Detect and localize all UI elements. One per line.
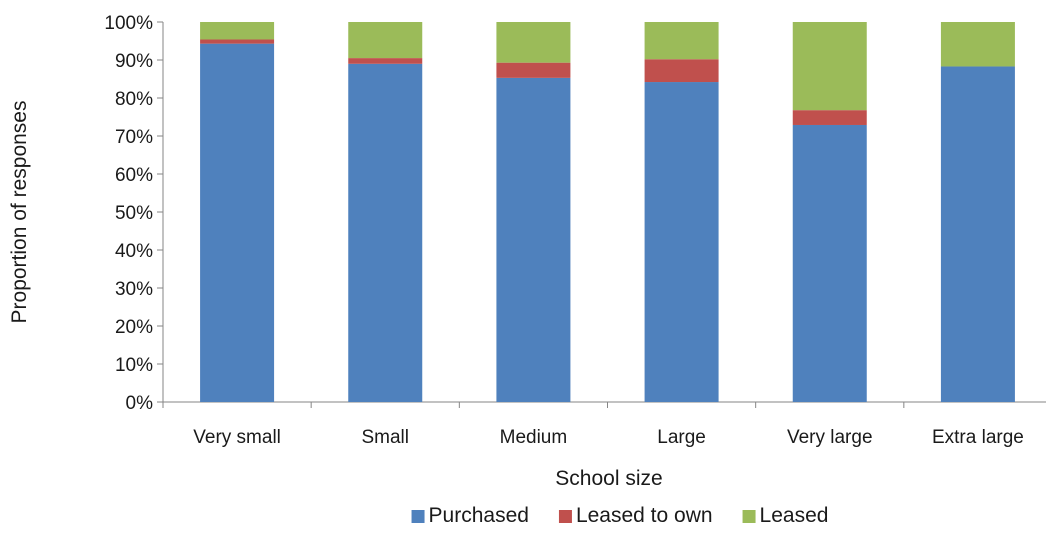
legend-swatch bbox=[411, 510, 425, 523]
bar-purchased bbox=[348, 63, 423, 403]
y-tick-label: 100% bbox=[104, 13, 153, 34]
bar-leased bbox=[496, 22, 571, 63]
legend-swatch bbox=[742, 510, 756, 523]
bar-leased bbox=[792, 22, 867, 111]
bar-purchased bbox=[644, 82, 719, 402]
bar-leased-to-own bbox=[644, 59, 719, 83]
bar-leased bbox=[200, 22, 275, 40]
bar-leased bbox=[348, 22, 423, 59]
legend-item: Leased bbox=[742, 504, 829, 527]
bar-purchased bbox=[200, 43, 275, 402]
bar-leased-to-own bbox=[348, 58, 423, 64]
legend-label: Leased to own bbox=[576, 504, 713, 527]
legend-label: Purchased bbox=[429, 504, 529, 527]
y-tick-label: 90% bbox=[115, 51, 153, 72]
x-tick-label: Very small bbox=[193, 427, 281, 448]
y-tick-label: 40% bbox=[115, 241, 153, 262]
legend-item: Purchased bbox=[411, 504, 529, 527]
y-axis: 0% 10% 20% 30% 40% 50% 60% 70% 80% 90% 100% bbox=[104, 13, 164, 414]
y-axis-title: Proportion of responses bbox=[8, 101, 31, 324]
bar-leased-to-own bbox=[496, 62, 571, 78]
x-tick-label: Small bbox=[361, 427, 409, 448]
y-tick-label: 0% bbox=[126, 393, 154, 414]
bar-leased-to-own bbox=[792, 110, 867, 125]
bar-leased bbox=[644, 22, 719, 60]
x-tick-label: Very large bbox=[787, 427, 873, 448]
bar-purchased bbox=[792, 124, 867, 402]
y-tick-label: 80% bbox=[115, 89, 153, 110]
legend-label: Leased bbox=[760, 504, 829, 527]
y-tick-label: 60% bbox=[115, 165, 153, 186]
bar-purchased bbox=[940, 66, 1015, 403]
x-axis: Very small Small Medium Large Very large Extr… bbox=[162, 401, 1046, 448]
legend: Purchased Leased to own Leased bbox=[411, 504, 829, 527]
bars bbox=[200, 22, 1015, 403]
x-tick-label: Medium bbox=[500, 427, 568, 448]
y-tick-label: 10% bbox=[115, 355, 153, 376]
bar-leased bbox=[940, 22, 1015, 67]
x-axis-title: School size bbox=[555, 467, 662, 490]
y-tick-label: 70% bbox=[115, 127, 153, 148]
x-tick-label: Large bbox=[657, 427, 706, 448]
y-tick-label: 50% bbox=[115, 203, 153, 224]
legend-item: Leased to own bbox=[558, 504, 713, 527]
x-tick-label: Extra large bbox=[932, 427, 1024, 448]
y-tick-label: 30% bbox=[115, 279, 153, 300]
bar-purchased bbox=[496, 77, 571, 403]
bar-leased-to-own bbox=[200, 39, 275, 44]
y-tick-label: 20% bbox=[115, 317, 153, 338]
legend-swatch bbox=[558, 510, 572, 523]
